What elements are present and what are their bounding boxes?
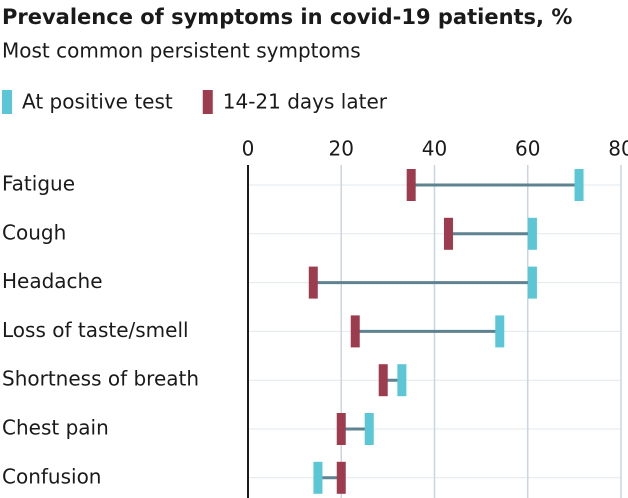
chart-subtitle: Most common persistent symptoms	[2, 39, 361, 63]
y-tick-label: Shortness of breath	[2, 367, 199, 391]
legend-swatch	[202, 90, 213, 114]
dot	[364, 413, 374, 445]
dot	[308, 266, 318, 299]
x-tick-label: 20	[329, 137, 354, 161]
dot	[313, 461, 323, 494]
y-tick-label: Headache	[2, 269, 103, 293]
dot	[406, 169, 416, 201]
dot	[527, 266, 537, 299]
y-tick-label: Cough	[2, 220, 66, 244]
y-tick-label: Fatigue	[2, 172, 75, 196]
dot	[574, 169, 584, 201]
x-tick-label: 60	[515, 137, 540, 161]
dot	[443, 217, 453, 250]
x-tick-label: 80	[608, 137, 628, 161]
y-tick-label: Chest pain	[2, 416, 109, 440]
dot	[378, 364, 388, 397]
dot	[336, 413, 346, 445]
dot	[527, 217, 537, 250]
legend-label: 14-21 days later	[223, 90, 388, 114]
dot	[397, 364, 407, 397]
legend-swatch	[2, 90, 12, 114]
y-tick-label: Loss of taste/smell	[2, 318, 189, 342]
y-tick-label: Confusion	[2, 464, 101, 488]
x-tick-label: 40	[422, 137, 447, 161]
legend-label: At positive test	[22, 90, 173, 114]
dot	[350, 315, 360, 348]
dot	[495, 315, 505, 348]
chart-title: Prevalence of symptoms in covid-19 patie…	[2, 5, 572, 29]
dot	[336, 461, 346, 494]
x-tick-label: 0	[242, 137, 255, 161]
